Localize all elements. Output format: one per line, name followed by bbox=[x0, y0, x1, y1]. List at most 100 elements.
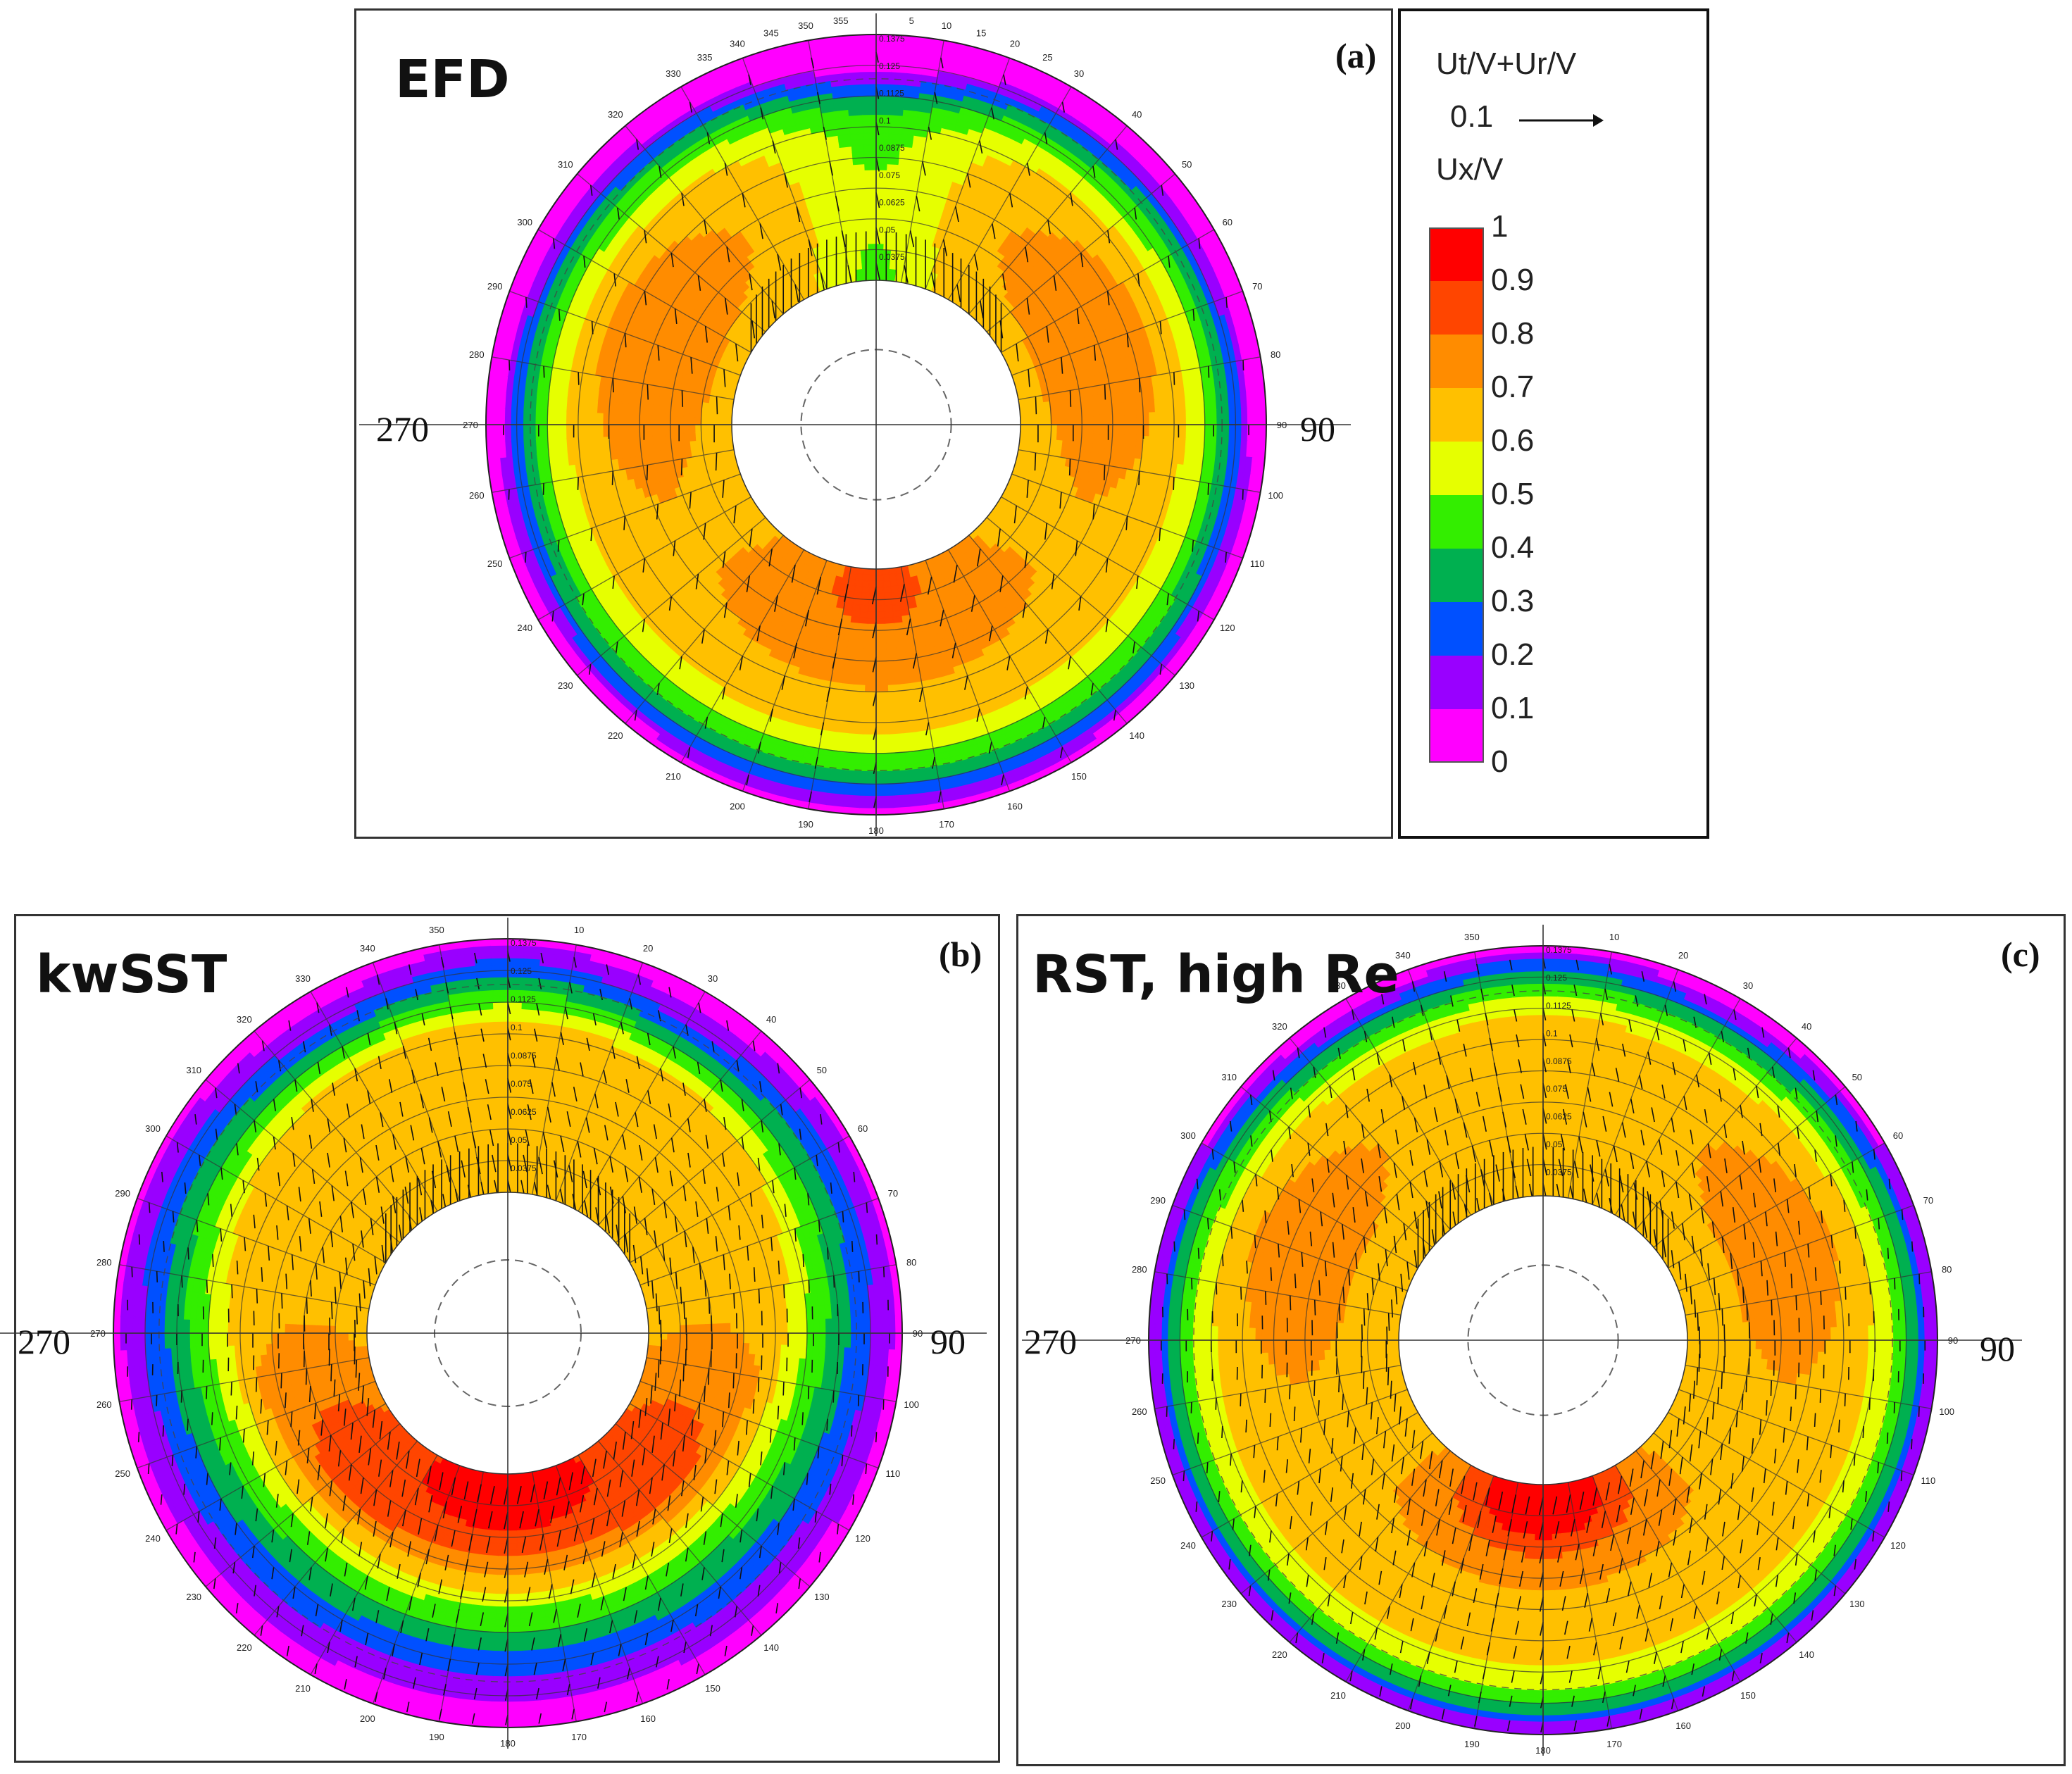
contour-cell bbox=[1044, 416, 1052, 425]
contour-cell bbox=[863, 709, 877, 718]
contour-cell bbox=[651, 414, 659, 425]
contour-cell bbox=[875, 101, 891, 109]
contour-cell bbox=[627, 435, 635, 447]
contour-cell bbox=[868, 574, 877, 582]
contour-cell bbox=[578, 424, 585, 439]
contour-cell bbox=[583, 424, 592, 438]
contour-cell bbox=[522, 408, 530, 425]
contour-cell bbox=[853, 678, 866, 687]
contour-cell bbox=[614, 435, 623, 448]
contour-cell bbox=[875, 611, 885, 619]
contour-cell bbox=[639, 413, 647, 425]
contour-cell bbox=[682, 432, 690, 442]
contour-cell bbox=[858, 617, 868, 625]
contour-cell bbox=[1123, 435, 1132, 448]
contour-cell bbox=[1253, 424, 1261, 442]
contour-cell bbox=[1123, 401, 1132, 415]
contour-cell bbox=[1068, 406, 1076, 417]
contour-cell bbox=[1044, 431, 1052, 441]
contour-cell bbox=[700, 408, 709, 418]
contour-cell bbox=[706, 431, 715, 440]
contour-cell bbox=[719, 430, 727, 439]
contour-cell bbox=[510, 424, 518, 442]
contour-cell bbox=[883, 243, 893, 251]
contour-cell bbox=[1136, 412, 1144, 425]
contour-cell bbox=[862, 568, 870, 576]
contour-cell bbox=[1019, 430, 1028, 439]
contour-cell bbox=[864, 679, 877, 687]
contour-cell bbox=[882, 580, 891, 588]
contour-cell bbox=[645, 414, 653, 425]
contour-cell bbox=[1093, 414, 1101, 425]
contour-cell bbox=[853, 672, 866, 680]
contour-cell bbox=[589, 424, 598, 438]
contour-cell bbox=[1179, 411, 1187, 425]
contour-cell bbox=[860, 592, 870, 601]
contour-cell bbox=[861, 580, 870, 588]
contour-cell bbox=[676, 406, 684, 417]
contour-cell bbox=[718, 424, 727, 432]
contour-cell bbox=[1118, 413, 1125, 425]
contour-cell bbox=[1093, 424, 1101, 435]
contour-cell bbox=[875, 623, 886, 631]
contour-cell bbox=[688, 432, 697, 442]
contour-cell bbox=[1099, 434, 1107, 446]
contour-cell bbox=[1056, 424, 1064, 434]
contour-cell bbox=[875, 722, 890, 730]
contour-cell bbox=[1074, 432, 1082, 444]
contour-cell bbox=[627, 424, 635, 437]
contour-cell bbox=[1037, 409, 1046, 418]
contour-cell bbox=[1161, 424, 1169, 438]
contour-cell bbox=[713, 417, 720, 425]
contour-cell bbox=[1179, 424, 1187, 439]
contour-cell bbox=[547, 424, 555, 440]
contour-cell bbox=[663, 406, 672, 416]
contour-cell bbox=[866, 642, 877, 650]
contour-cell bbox=[1106, 424, 1113, 436]
contour-cell bbox=[1087, 433, 1095, 444]
contour-cell bbox=[885, 641, 897, 649]
contour-cell bbox=[670, 432, 678, 444]
contour-cell bbox=[1149, 424, 1156, 437]
contour-cell bbox=[1032, 417, 1040, 425]
contour-cell bbox=[875, 789, 893, 797]
contour-cell bbox=[565, 411, 573, 425]
contour-cell bbox=[651, 404, 660, 416]
contour-cell bbox=[875, 679, 888, 687]
contour-cell bbox=[882, 568, 890, 576]
contour-cell bbox=[875, 574, 884, 582]
contour-cell bbox=[1092, 404, 1101, 416]
contour-cell bbox=[859, 801, 877, 809]
contour-cell bbox=[571, 411, 579, 425]
contour-cell bbox=[1192, 424, 1199, 439]
contour-cell bbox=[651, 424, 659, 435]
contour-cell bbox=[1025, 417, 1034, 425]
contour-cell bbox=[700, 431, 709, 441]
contour-cell bbox=[882, 586, 892, 594]
contour-cell bbox=[866, 630, 877, 637]
contour-cell bbox=[1142, 424, 1150, 437]
contour-cell bbox=[725, 411, 733, 419]
contour-cell bbox=[861, 758, 877, 766]
contour-cell bbox=[627, 402, 635, 415]
contour-cell bbox=[725, 418, 732, 425]
contour-cell bbox=[875, 642, 887, 650]
contour-cell bbox=[688, 416, 696, 425]
contour-cell bbox=[504, 408, 512, 425]
contour-cell bbox=[875, 697, 889, 705]
contour-cell bbox=[682, 424, 689, 434]
contour-cell bbox=[1204, 409, 1212, 425]
contour-cell bbox=[1124, 424, 1132, 437]
contour-cell bbox=[1197, 409, 1206, 425]
contour-cell bbox=[1099, 404, 1107, 416]
contour-cell bbox=[875, 617, 886, 625]
contour-cell bbox=[620, 401, 629, 415]
contour-cell bbox=[856, 641, 868, 649]
contour-cell bbox=[875, 740, 891, 748]
contour-cell bbox=[861, 574, 870, 582]
contour-cell bbox=[535, 409, 542, 425]
contour-cell bbox=[602, 412, 610, 425]
contour-cell bbox=[670, 415, 678, 425]
contour-cell bbox=[875, 187, 887, 195]
contour-cell bbox=[875, 237, 885, 244]
